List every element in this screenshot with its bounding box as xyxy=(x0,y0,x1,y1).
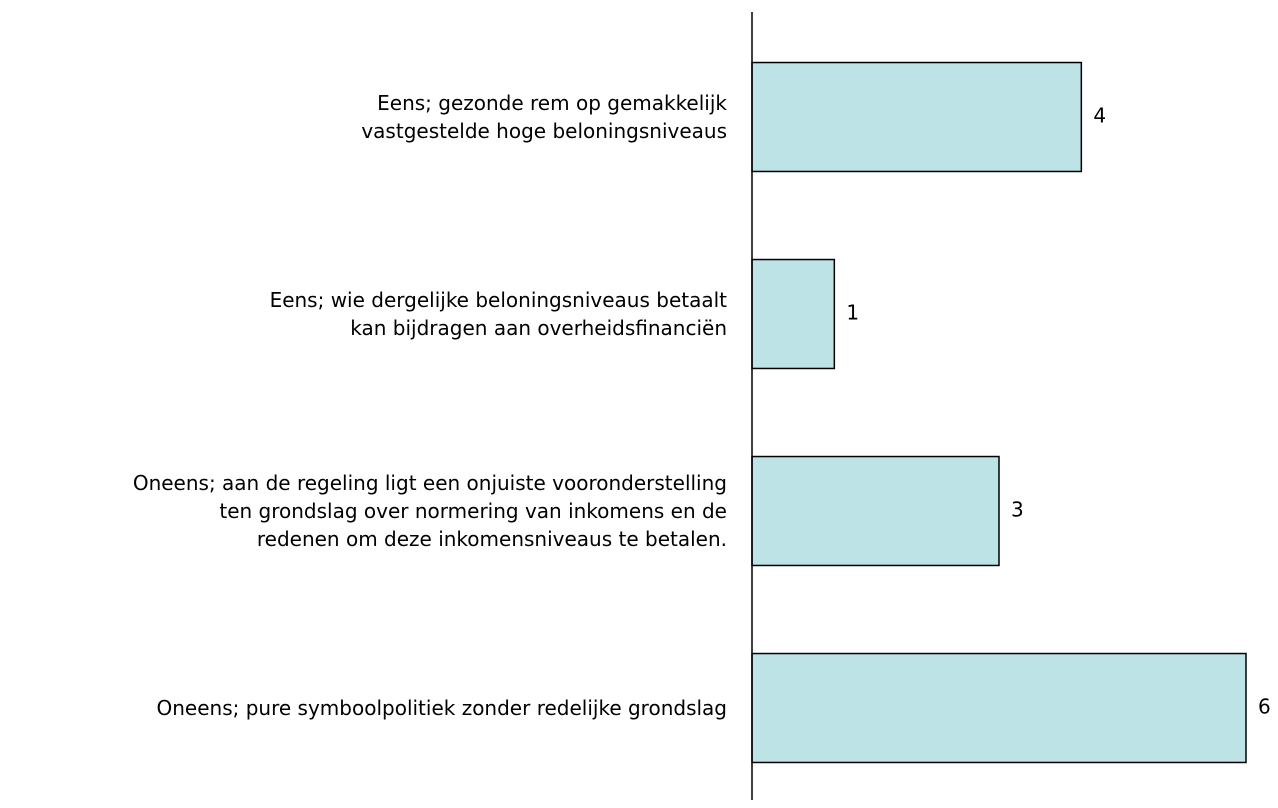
value-label: 4 xyxy=(1093,104,1106,128)
value-label: 1 xyxy=(846,301,859,325)
category-label: Oneens; pure symboolpolitiek zonder rede… xyxy=(156,696,727,720)
category-label: Eens; gezonde rem op gemakkelijk vastges… xyxy=(361,91,727,143)
bar xyxy=(751,61,1083,173)
bar xyxy=(751,652,1247,764)
bar xyxy=(751,455,1000,567)
bar xyxy=(751,258,836,370)
value-label: 3 xyxy=(1011,498,1024,522)
category-label: Oneens; aan de regeling ligt een onjuist… xyxy=(132,471,727,551)
value-label: 6 xyxy=(1258,695,1271,719)
category-label: Eens; wie dergelijke beloningsniveaus be… xyxy=(269,288,727,340)
